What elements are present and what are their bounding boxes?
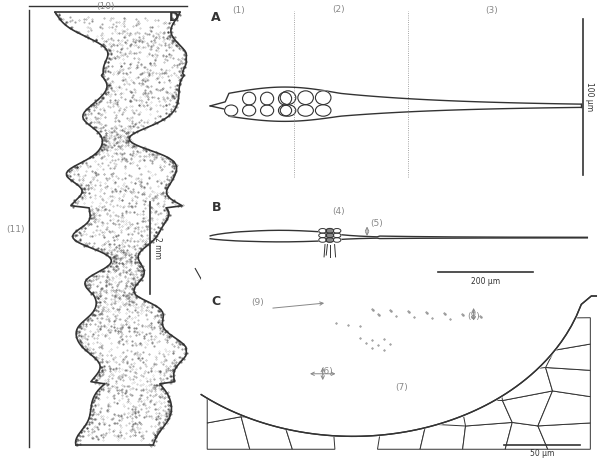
Ellipse shape (298, 105, 313, 116)
Text: (8): (8) (467, 312, 480, 321)
Ellipse shape (280, 105, 296, 116)
Ellipse shape (260, 105, 274, 116)
Text: (5): (5) (370, 219, 383, 228)
Ellipse shape (333, 233, 341, 238)
Text: 100 μm: 100 μm (585, 83, 594, 112)
Polygon shape (420, 424, 466, 449)
Polygon shape (545, 344, 590, 370)
Ellipse shape (316, 91, 331, 105)
Ellipse shape (278, 105, 292, 116)
Text: (3): (3) (485, 6, 498, 16)
Polygon shape (207, 396, 250, 423)
Text: 200 μm: 200 μm (471, 277, 500, 286)
Text: 50 μm: 50 μm (530, 449, 554, 458)
Ellipse shape (316, 105, 331, 116)
Ellipse shape (333, 238, 341, 242)
Polygon shape (505, 422, 548, 449)
Ellipse shape (326, 229, 334, 233)
Ellipse shape (326, 233, 334, 238)
Text: (7): (7) (395, 383, 408, 392)
Polygon shape (241, 417, 292, 449)
Text: D: D (169, 11, 179, 24)
Text: (11): (11) (7, 225, 25, 234)
Polygon shape (210, 230, 587, 242)
Polygon shape (499, 367, 553, 401)
Polygon shape (207, 417, 250, 449)
Polygon shape (463, 422, 512, 449)
Polygon shape (538, 391, 590, 426)
Polygon shape (460, 399, 512, 426)
Polygon shape (55, 12, 186, 445)
Polygon shape (210, 87, 581, 121)
Polygon shape (283, 420, 335, 449)
Text: (1): (1) (233, 6, 245, 16)
Text: (10): (10) (96, 2, 115, 11)
Ellipse shape (326, 238, 334, 242)
Ellipse shape (242, 92, 256, 105)
Polygon shape (554, 318, 590, 350)
Ellipse shape (319, 238, 326, 242)
Ellipse shape (278, 92, 292, 105)
Polygon shape (502, 391, 553, 426)
Ellipse shape (242, 105, 256, 116)
Polygon shape (377, 419, 426, 449)
Polygon shape (538, 423, 590, 449)
Text: A: A (211, 11, 221, 24)
Ellipse shape (280, 91, 296, 105)
Ellipse shape (333, 229, 341, 233)
Ellipse shape (260, 92, 274, 105)
Text: C: C (211, 295, 221, 307)
Text: 2 mm: 2 mm (153, 237, 162, 259)
Polygon shape (545, 367, 590, 396)
Ellipse shape (319, 229, 326, 233)
Text: (2): (2) (332, 5, 345, 14)
Text: B: B (211, 201, 221, 214)
Text: (9): (9) (252, 298, 265, 307)
Text: (6): (6) (320, 367, 334, 376)
Ellipse shape (319, 233, 326, 238)
Ellipse shape (224, 105, 238, 116)
Text: (4): (4) (332, 207, 345, 216)
Ellipse shape (298, 91, 313, 105)
